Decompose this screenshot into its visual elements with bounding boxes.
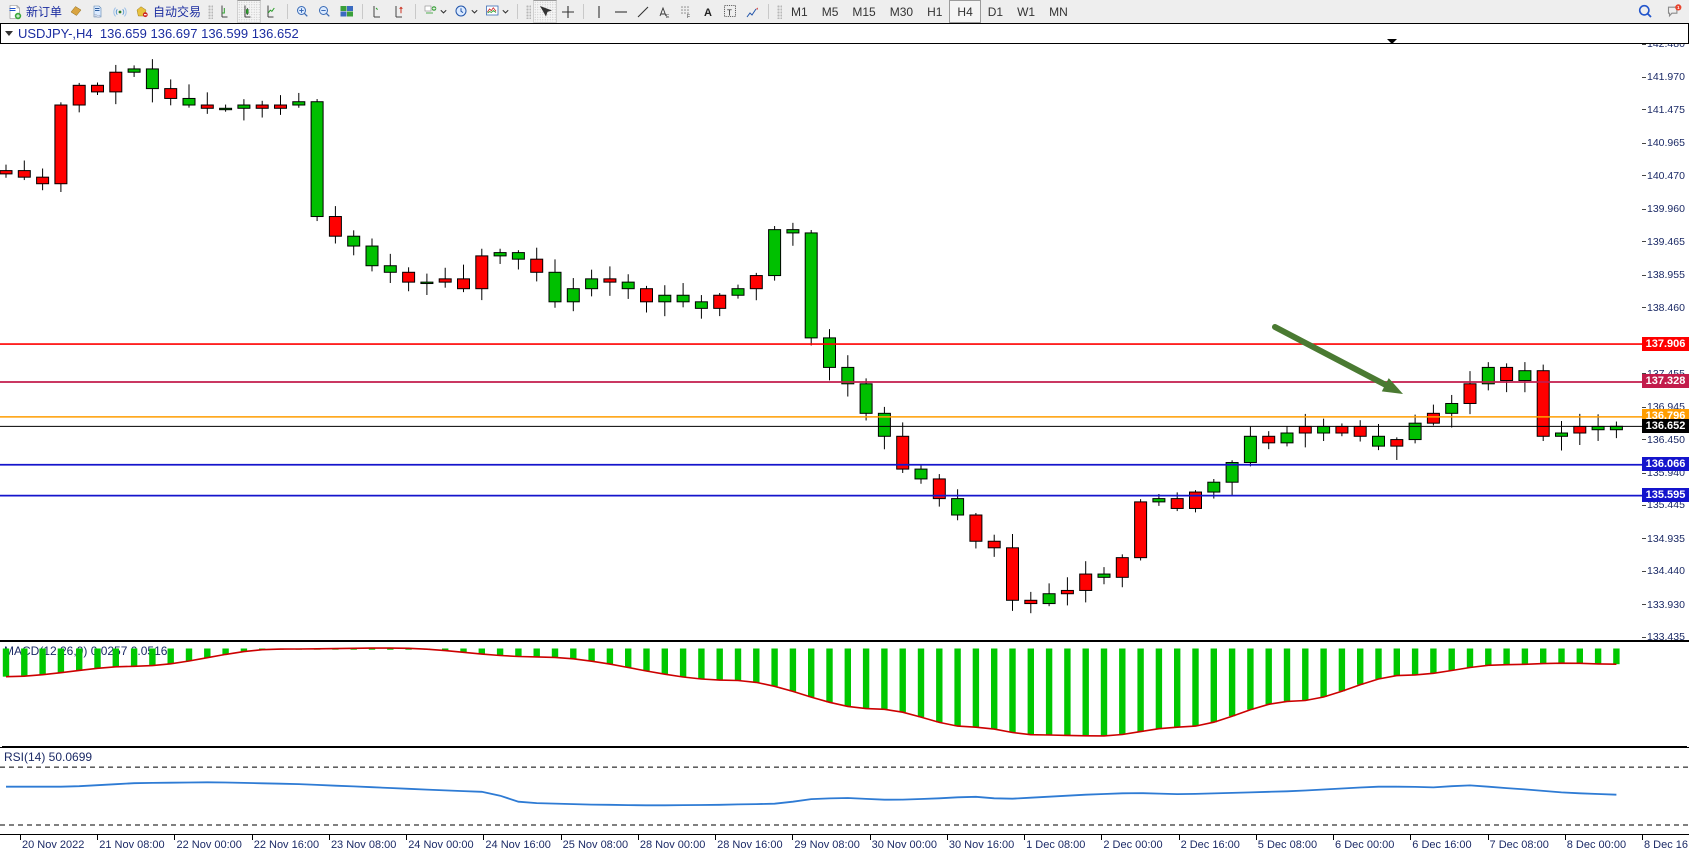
svg-text:E: E <box>666 14 670 20</box>
svg-text:F: F <box>687 14 690 20</box>
svg-text:A: A <box>704 7 712 19</box>
svg-text:T: T <box>727 8 732 17</box>
